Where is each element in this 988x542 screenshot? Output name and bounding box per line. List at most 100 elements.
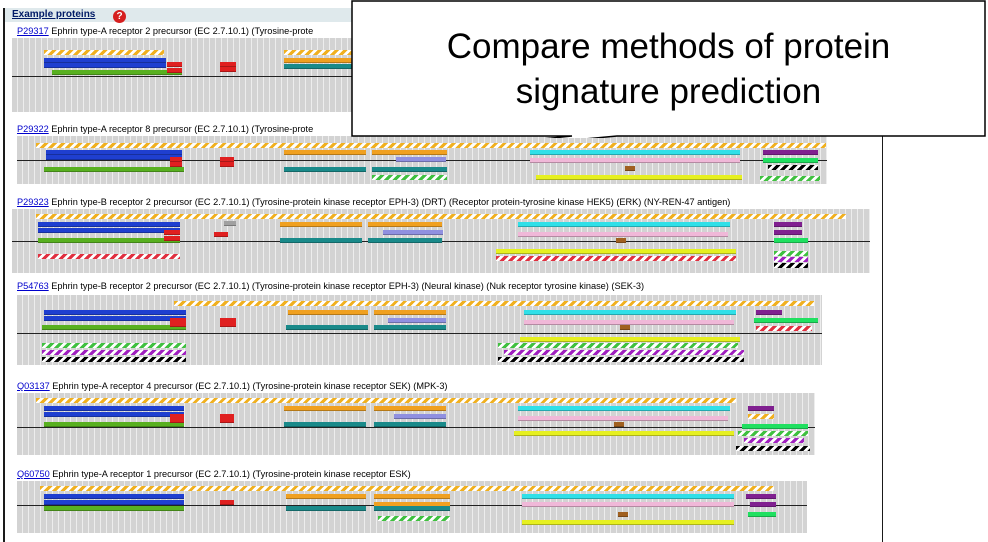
domain-bar: [756, 310, 782, 315]
domain-bar: [530, 158, 740, 163]
sequence-axis: [17, 333, 822, 334]
domain-bar: [288, 310, 368, 315]
domain-bar: [498, 343, 738, 348]
domain-bar: [763, 158, 818, 163]
domain-bar: [498, 357, 744, 362]
domain-bar: [774, 238, 808, 243]
domain-bar: [536, 175, 742, 180]
domain-bar: [220, 157, 234, 162]
domain-bar: [220, 67, 236, 72]
accession-link[interactable]: P29317: [17, 26, 49, 36]
domain-bar: [374, 406, 446, 411]
domain-bar: [284, 64, 364, 69]
domain-bar: [374, 422, 446, 427]
domain-bar: [738, 431, 808, 436]
callout-line-2: signature prediction: [515, 72, 822, 111]
domain-bar: [374, 506, 450, 511]
domain-bar: [524, 310, 736, 315]
domain-bar: [374, 494, 450, 499]
domain-bar: [774, 257, 808, 262]
protein-label-1: P29317 Ephrin type-A receptor 2 precurso…: [17, 26, 313, 36]
domain-bar: [220, 318, 236, 323]
accession-link[interactable]: P29322: [17, 124, 49, 134]
domain-bar: [284, 58, 364, 63]
protein-description: Ephrin type-A receptor 1 precursor (EC 2…: [52, 469, 411, 479]
domain-bar: [38, 228, 180, 233]
domain-bar: [520, 337, 740, 342]
domain-bar: [616, 238, 626, 243]
domain-bar: [746, 494, 776, 499]
accession-link[interactable]: P29323: [17, 197, 49, 207]
domain-bar: [748, 512, 776, 517]
domain-bar: [756, 326, 812, 331]
domain-bar: [518, 416, 728, 421]
accession-link[interactable]: Q03137: [17, 381, 50, 391]
domain-bar: [754, 318, 818, 323]
domain-bar: [167, 62, 182, 67]
domain-bar: [44, 506, 184, 511]
domain-bar: [220, 418, 234, 423]
domain-bar: [44, 310, 186, 315]
domain-bar: [46, 150, 182, 155]
domain-bar: [170, 322, 186, 327]
domain-bar: [38, 238, 180, 243]
domain-bar: [394, 414, 446, 419]
domain-bar: [44, 422, 184, 427]
domain-bar: [618, 512, 628, 517]
help-icon[interactable]: ?: [113, 10, 126, 23]
domain-bar: [368, 238, 442, 243]
accession-link[interactable]: P54763: [17, 281, 49, 291]
domain-bar: [38, 222, 180, 227]
domain-bar: [36, 398, 736, 403]
protein-label-2: P29322 Ephrin type-A receptor 8 precurso…: [17, 124, 313, 134]
domain-bar: [748, 406, 774, 411]
domain-bar: [284, 150, 366, 155]
domain-bar: [625, 166, 635, 171]
domain-bar: [774, 222, 802, 227]
domain-bar: [774, 230, 802, 235]
domain-bar: [760, 176, 820, 181]
domain-bar: [522, 494, 734, 499]
domain-bar: [374, 502, 450, 507]
protein-description: Ephrin type-A receptor 8 precursor (EC 2…: [51, 124, 314, 134]
domain-bar: [286, 506, 366, 511]
domain-bar: [214, 232, 228, 237]
domain-bar: [374, 325, 446, 330]
domain-bar: [36, 214, 846, 219]
domain-bar: [44, 406, 184, 411]
protein-label-4: P54763 Ephrin type-B receptor 2 precurso…: [17, 281, 644, 291]
domain-bar: [524, 320, 734, 325]
accession-link[interactable]: Q60750: [17, 469, 50, 479]
domain-bar: [42, 325, 186, 330]
domain-bar: [614, 422, 624, 427]
callout-line-1: Compare methods of protein: [446, 27, 891, 66]
domain-bar: [388, 318, 446, 323]
domain-bar: [518, 406, 730, 411]
domain-bar: [44, 494, 184, 499]
domain-bar: [522, 520, 734, 525]
domain-bar: [496, 249, 736, 254]
panel-title: Example proteins: [12, 9, 96, 20]
domain-bar: [372, 175, 447, 180]
domain-bar: [170, 318, 186, 323]
protein-label-3: P29323 Ephrin type-B receptor 2 precurso…: [17, 197, 730, 207]
domain-bar: [220, 62, 236, 67]
sequence-axis: [17, 427, 815, 428]
domain-bar: [518, 232, 728, 237]
protein-description: Ephrin type-A receptor 2 precursor (EC 2…: [51, 26, 314, 36]
domain-bar: [514, 431, 734, 436]
domain-bar: [170, 157, 182, 162]
domain-bar: [280, 238, 362, 243]
protein-description: Ephrin type-B receptor 2 precursor (EC 2…: [51, 197, 731, 207]
domain-bar: [774, 251, 808, 256]
domain-bar: [44, 500, 184, 505]
domain-bar: [774, 263, 808, 268]
domain-bar: [220, 322, 236, 327]
protein-description: Ephrin type-A receptor 4 precursor (EC 2…: [52, 381, 448, 391]
domain-bar: [44, 58, 166, 63]
domain-bar: [372, 167, 447, 172]
domain-bar: [44, 412, 184, 417]
sequence-axis: [12, 76, 362, 77]
domain-bar: [44, 316, 186, 321]
domain-bar: [372, 150, 447, 155]
